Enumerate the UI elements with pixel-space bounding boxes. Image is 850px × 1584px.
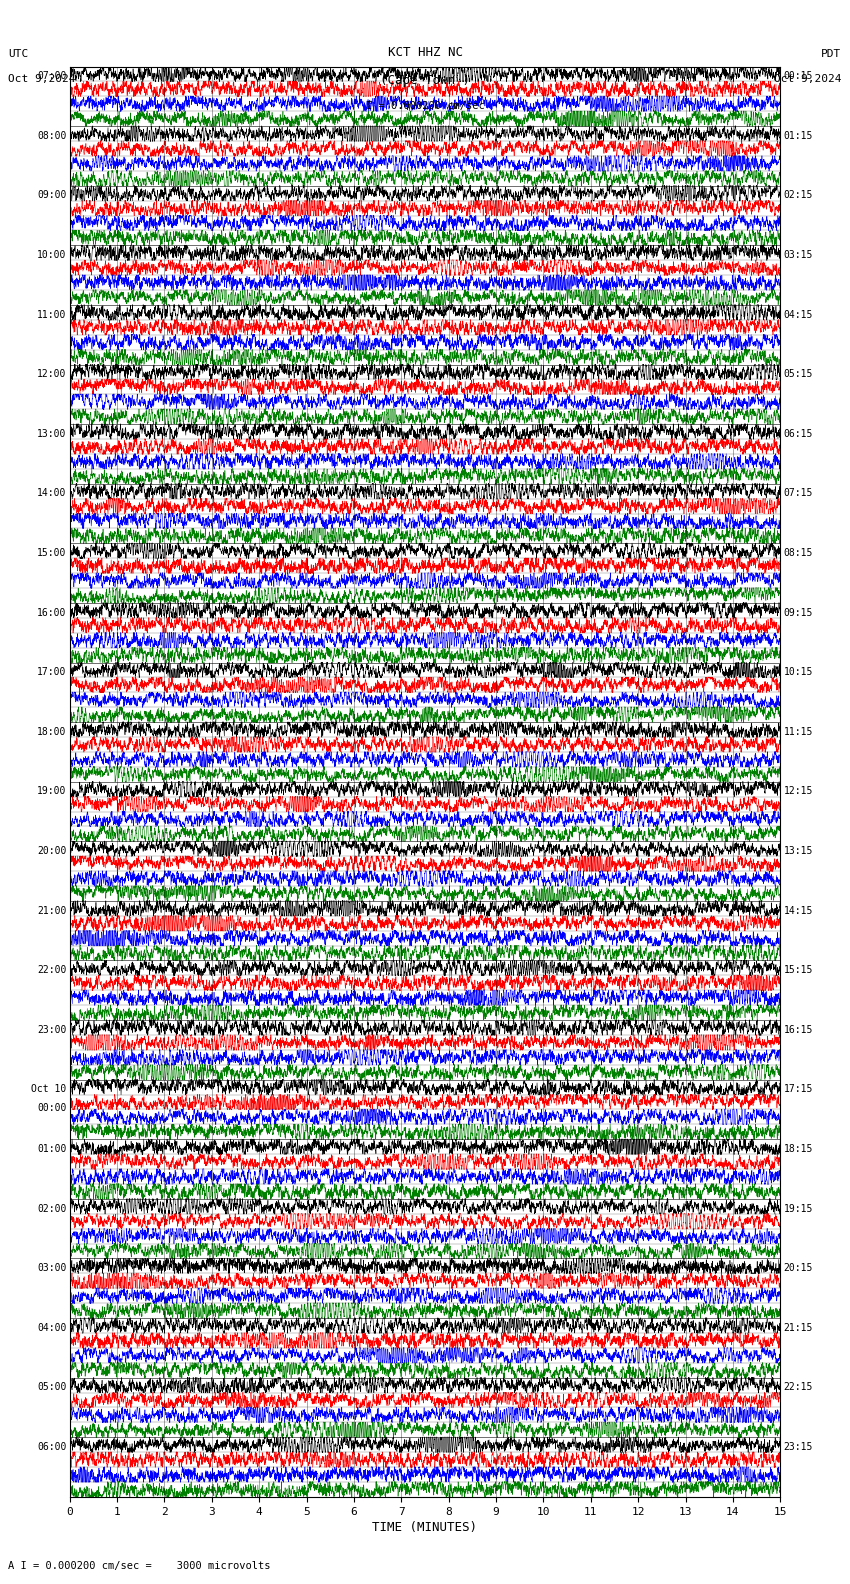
Text: 02:15: 02:15 [784,190,813,201]
Text: 01:15: 01:15 [784,131,813,141]
Text: (Cape Town ): (Cape Town ) [380,74,470,87]
Text: 23:00: 23:00 [37,1025,66,1034]
Text: 15:15: 15:15 [784,965,813,976]
Text: 21:15: 21:15 [784,1323,813,1332]
Text: 22:15: 22:15 [784,1383,813,1392]
Text: 23:15: 23:15 [784,1441,813,1453]
Text: 09:00: 09:00 [37,190,66,201]
Text: 12:15: 12:15 [784,787,813,797]
Text: 12:00: 12:00 [37,369,66,379]
Text: 13:00: 13:00 [37,429,66,439]
Text: 14:15: 14:15 [784,906,813,916]
Text: 13:15: 13:15 [784,846,813,855]
Text: 14:00: 14:00 [37,488,66,499]
Text: A I = 0.000200 cm/sec =    3000 microvolts: A I = 0.000200 cm/sec = 3000 microvolts [8,1562,271,1571]
Text: 17:15: 17:15 [784,1085,813,1095]
Text: 09:15: 09:15 [784,608,813,618]
Text: 21:00: 21:00 [37,906,66,916]
Text: 18:00: 18:00 [37,727,66,737]
Text: 18:15: 18:15 [784,1144,813,1155]
Text: Oct 9,2024: Oct 9,2024 [8,74,76,84]
Text: 15:00: 15:00 [37,548,66,558]
Text: 04:15: 04:15 [784,309,813,320]
Text: 05:15: 05:15 [784,369,813,379]
Text: UTC: UTC [8,49,29,59]
Text: 00:00: 00:00 [37,1104,66,1114]
Text: 04:00: 04:00 [37,1323,66,1332]
Text: 07:15: 07:15 [784,488,813,499]
Text: 06:00: 06:00 [37,1441,66,1453]
Text: 08:00: 08:00 [37,131,66,141]
Text: KCT HHZ NC: KCT HHZ NC [388,46,462,59]
Text: 19:00: 19:00 [37,787,66,797]
Text: 00:15: 00:15 [784,71,813,81]
Text: 05:00: 05:00 [37,1383,66,1392]
Text: 01:00: 01:00 [37,1144,66,1155]
Text: Oct 9,2024: Oct 9,2024 [774,74,842,84]
Text: 22:00: 22:00 [37,965,66,976]
Text: 17:00: 17:00 [37,667,66,678]
X-axis label: TIME (MINUTES): TIME (MINUTES) [372,1521,478,1533]
Text: 20:00: 20:00 [37,846,66,855]
Text: 11:00: 11:00 [37,309,66,320]
Text: 10:15: 10:15 [784,667,813,678]
Text: Oct 10: Oct 10 [31,1085,66,1095]
Text: 11:15: 11:15 [784,727,813,737]
Text: 19:15: 19:15 [784,1204,813,1213]
Text: 10:00: 10:00 [37,250,66,260]
Text: 02:00: 02:00 [37,1204,66,1213]
Text: 16:15: 16:15 [784,1025,813,1034]
Text: 16:00: 16:00 [37,608,66,618]
Text: 03:15: 03:15 [784,250,813,260]
Text: PDT: PDT [821,49,842,59]
Text: 06:15: 06:15 [784,429,813,439]
Text: 03:00: 03:00 [37,1264,66,1274]
Text: 07:00: 07:00 [37,71,66,81]
Text: 20:15: 20:15 [784,1264,813,1274]
Text: I = 0.000200 cm/sec: I = 0.000200 cm/sec [366,101,484,111]
Text: 08:15: 08:15 [784,548,813,558]
